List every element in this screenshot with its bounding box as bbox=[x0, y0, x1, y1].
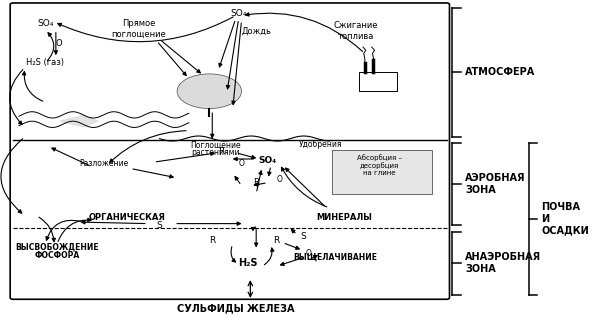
Text: R: R bbox=[274, 237, 280, 245]
Bar bbox=[359, 72, 397, 91]
Text: АЭРОБНАЯ
ЗОНА: АЭРОБНАЯ ЗОНА bbox=[465, 173, 526, 195]
Text: S: S bbox=[300, 232, 306, 241]
Text: Дождь: Дождь bbox=[241, 27, 271, 36]
Text: S: S bbox=[157, 221, 163, 230]
Text: на глине: на глине bbox=[363, 170, 395, 176]
Text: десорбция: десорбция bbox=[359, 162, 399, 169]
Text: поглощение: поглощение bbox=[112, 30, 166, 39]
Text: R: R bbox=[253, 178, 259, 187]
Text: АТМОСФЕРА: АТМОСФЕРА bbox=[465, 67, 536, 77]
Polygon shape bbox=[60, 115, 98, 127]
Text: Прямое: Прямое bbox=[122, 19, 156, 28]
Text: R: R bbox=[218, 147, 224, 156]
Text: SO₄: SO₄ bbox=[259, 156, 277, 165]
Text: O: O bbox=[277, 175, 283, 184]
Text: ВЫСВОБОЖДЕНИЕ: ВЫСВОБОЖДЕНИЕ bbox=[15, 243, 99, 252]
Text: Разложение: Разложение bbox=[79, 159, 128, 168]
Circle shape bbox=[177, 74, 242, 108]
Text: SO₄: SO₄ bbox=[37, 19, 53, 28]
Text: ОРГАНИЧЕСКАЯ: ОРГАНИЧЕСКАЯ bbox=[89, 213, 166, 222]
Text: ВЫЩЕЛАЧИВАНИЕ: ВЫЩЕЛАЧИВАНИЕ bbox=[293, 252, 377, 261]
Text: растениями: растениями bbox=[191, 148, 239, 157]
Text: SO₄: SO₄ bbox=[230, 10, 247, 18]
Text: АНАЭРОБНАЯ
ЗОНА: АНАЭРОБНАЯ ЗОНА bbox=[465, 252, 541, 274]
Text: МИНЕРАЛЫ: МИНЕРАЛЫ bbox=[316, 213, 372, 222]
Text: топлива: топлива bbox=[338, 31, 374, 41]
Text: O: O bbox=[55, 39, 62, 48]
Text: O: O bbox=[239, 159, 244, 168]
Text: Поглощение: Поглощение bbox=[190, 140, 241, 149]
Text: Удобрения: Удобрения bbox=[299, 140, 343, 149]
Text: Абсорбция –: Абсорбция – bbox=[356, 154, 401, 161]
Text: H₂S (газ): H₂S (газ) bbox=[26, 59, 64, 67]
Text: ФОСФОРА: ФОСФОРА bbox=[34, 251, 80, 259]
Text: R: R bbox=[209, 237, 215, 245]
Text: Сжигание: Сжигание bbox=[334, 21, 378, 30]
Text: ПОЧВА
И
ОСАДКИ: ПОЧВА И ОСАДКИ bbox=[541, 202, 589, 236]
Text: O: O bbox=[306, 249, 312, 258]
Bar bbox=[332, 149, 432, 194]
Text: H₂S: H₂S bbox=[238, 258, 257, 268]
Text: СУЛЬФИДЫ ЖЕЛЕЗА: СУЛЬФИДЫ ЖЕЛЕЗА bbox=[177, 304, 295, 314]
